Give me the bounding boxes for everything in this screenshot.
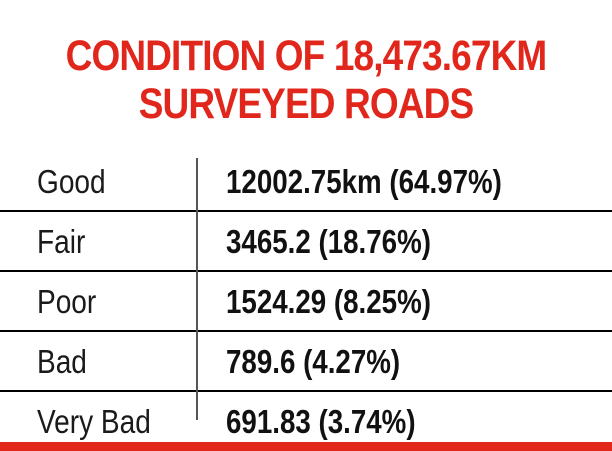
chart-title: CONDITION OF 18,473.67KM SURVEYED ROADS bbox=[43, 32, 569, 128]
road-condition-table: Good 12002.75km (64.97%) Fair 3465.2 (18… bbox=[0, 152, 612, 450]
table-row-very-bad: Very Bad 691.83 (3.74%) bbox=[0, 392, 612, 450]
table-row-poor: Poor 1524.29 (8.25%) bbox=[0, 272, 612, 332]
table-row-fair: Fair 3465.2 (18.76%) bbox=[0, 212, 612, 272]
table-row-good: Good 12002.75km (64.97%) bbox=[0, 152, 612, 212]
category-label: Very Bad bbox=[37, 403, 151, 440]
category-label: Poor bbox=[37, 283, 97, 320]
category-value: 789.6 (4.27%) bbox=[226, 343, 401, 380]
category-value: 691.83 (3.74%) bbox=[226, 403, 416, 440]
category-label: Good bbox=[37, 163, 106, 200]
category-label: Fair bbox=[37, 223, 86, 260]
category-value: 3465.2 (18.76%) bbox=[226, 223, 431, 260]
category-value: 1524.29 (8.25%) bbox=[226, 283, 431, 320]
column-divider bbox=[196, 158, 198, 420]
category-label: Bad bbox=[37, 343, 87, 380]
table-row-bad: Bad 789.6 (4.27%) bbox=[0, 332, 612, 392]
category-value: 12002.75km (64.97%) bbox=[226, 163, 502, 200]
chart-title-line-1: CONDITION OF 18,473.67KM bbox=[65, 32, 548, 80]
bottom-accent-bar bbox=[0, 442, 612, 451]
chart-title-line-2: SURVEYED ROADS bbox=[138, 80, 474, 128]
